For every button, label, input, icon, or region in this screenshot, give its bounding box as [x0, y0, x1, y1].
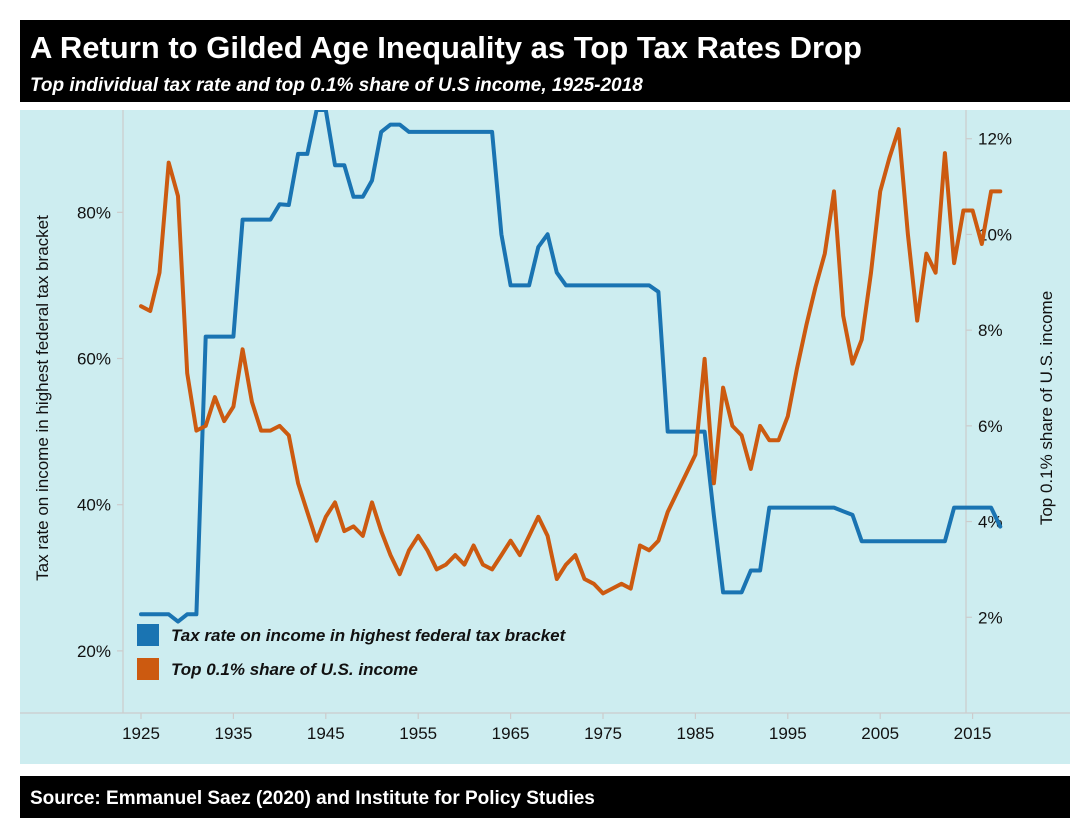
right-tick-label: 6%: [978, 417, 1003, 436]
x-tick-label: 1965: [492, 724, 530, 743]
left-tick-label: 60%: [77, 350, 111, 369]
x-tick-label: 1945: [307, 724, 345, 743]
x-tick-label: 1985: [676, 724, 714, 743]
right-tick-label: 10%: [978, 225, 1012, 244]
left-tick-label: 20%: [77, 642, 111, 661]
header-banner: A Return to Gilded Age Inequality as Top…: [20, 20, 1070, 102]
left-tick-label: 80%: [77, 203, 111, 222]
right-tick-label: 2%: [978, 608, 1003, 627]
x-tick-label: 2015: [954, 724, 992, 743]
x-tick-label: 1955: [399, 724, 437, 743]
x-tick-label: 1995: [769, 724, 807, 743]
legend-label-income-share: Top 0.1% share of U.S. income: [171, 660, 418, 679]
legend: Tax rate on income in highest federal ta…: [137, 624, 567, 680]
plot-background: [20, 110, 1070, 764]
source-note: Source: Emmanuel Saez (2020) and Institu…: [30, 788, 595, 809]
x-tick-label: 2005: [861, 724, 899, 743]
right-axis-title: Top 0.1% share of U.S. income: [1037, 291, 1056, 525]
legend-swatch-tax-rate: [137, 624, 159, 646]
right-tick-label: 8%: [978, 321, 1003, 340]
legend-swatch-income-share: [137, 658, 159, 680]
chart: 1925 1935 1945 1955 1965 1975 1985 1995 2005 2015…: [20, 110, 1070, 764]
series-line-tax-rate: [139, 110, 1003, 624]
legend-label-tax-rate: Tax rate on income in highest federal ta…: [171, 626, 567, 645]
footer-banner: Source: Emmanuel Saez (2020) and Institu…: [20, 776, 1070, 818]
right-tick-label: 12%: [978, 130, 1012, 149]
right-axis-ticks: 2%4%6%8%10%12%: [966, 130, 1012, 627]
left-axis-ticks: 20% 40% 60% 80%: [77, 203, 123, 661]
x-tick-label: 1935: [214, 724, 252, 743]
page-title: A Return to Gilded Age Inequality as Top…: [30, 30, 862, 65]
x-tick-label: 1925: [122, 724, 160, 743]
x-axis-ticks: 1925 1935 1945 1955 1965 1975 1985 1995 2005 2015: [122, 713, 992, 743]
left-axis-title: Tax rate on income in highest federal ta…: [33, 215, 52, 581]
left-tick-label: 40%: [77, 496, 111, 515]
page-subtitle: Top individual tax rate and top 0.1% sha…: [30, 75, 643, 96]
x-tick-label: 1975: [584, 724, 622, 743]
series-line-income-share: [139, 127, 1003, 596]
